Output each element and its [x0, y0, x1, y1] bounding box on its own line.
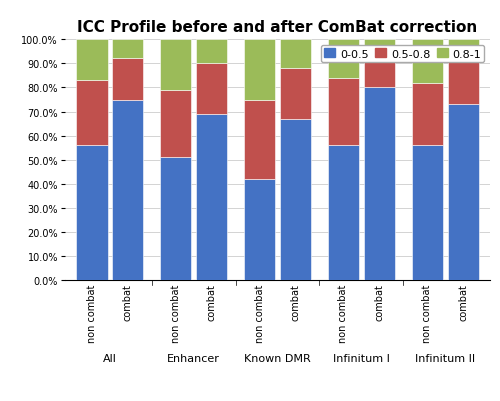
Bar	[76, 40, 108, 81]
Bar	[112, 40, 144, 59]
Title: ICC Profile before and after ComBat correction: ICC Profile before and after ComBat corr…	[78, 20, 477, 35]
Bar	[196, 40, 227, 64]
Text: All: All	[103, 353, 117, 363]
Bar	[76, 81, 108, 146]
Bar	[76, 146, 108, 281]
Bar	[160, 91, 192, 158]
Bar	[196, 64, 227, 115]
Bar	[412, 146, 443, 281]
Bar	[280, 119, 311, 281]
Text: Infinitum I: Infinitum I	[333, 353, 390, 363]
Bar	[160, 40, 192, 91]
Text: Enhancer: Enhancer	[167, 353, 220, 363]
Bar	[244, 180, 276, 281]
Bar	[112, 59, 144, 100]
Bar	[244, 40, 276, 100]
Legend: 0-0.5, 0.5-0.8, 0.8-1: 0-0.5, 0.5-0.8, 0.8-1	[321, 46, 484, 63]
Bar	[328, 40, 359, 79]
Bar	[328, 79, 359, 146]
Bar	[448, 59, 479, 105]
Bar	[196, 115, 227, 281]
Bar	[280, 69, 311, 119]
Bar	[364, 40, 395, 57]
Bar	[280, 40, 311, 69]
Bar	[112, 100, 144, 281]
Bar	[328, 146, 359, 281]
Bar	[244, 100, 276, 180]
Bar	[412, 83, 443, 146]
Text: Known DMR: Known DMR	[244, 353, 311, 363]
Bar	[364, 57, 395, 88]
Bar	[412, 40, 443, 83]
Bar	[160, 158, 192, 281]
Bar	[448, 40, 479, 59]
Bar	[364, 88, 395, 281]
Bar	[448, 105, 479, 281]
Text: Infinitum II: Infinitum II	[415, 353, 476, 363]
